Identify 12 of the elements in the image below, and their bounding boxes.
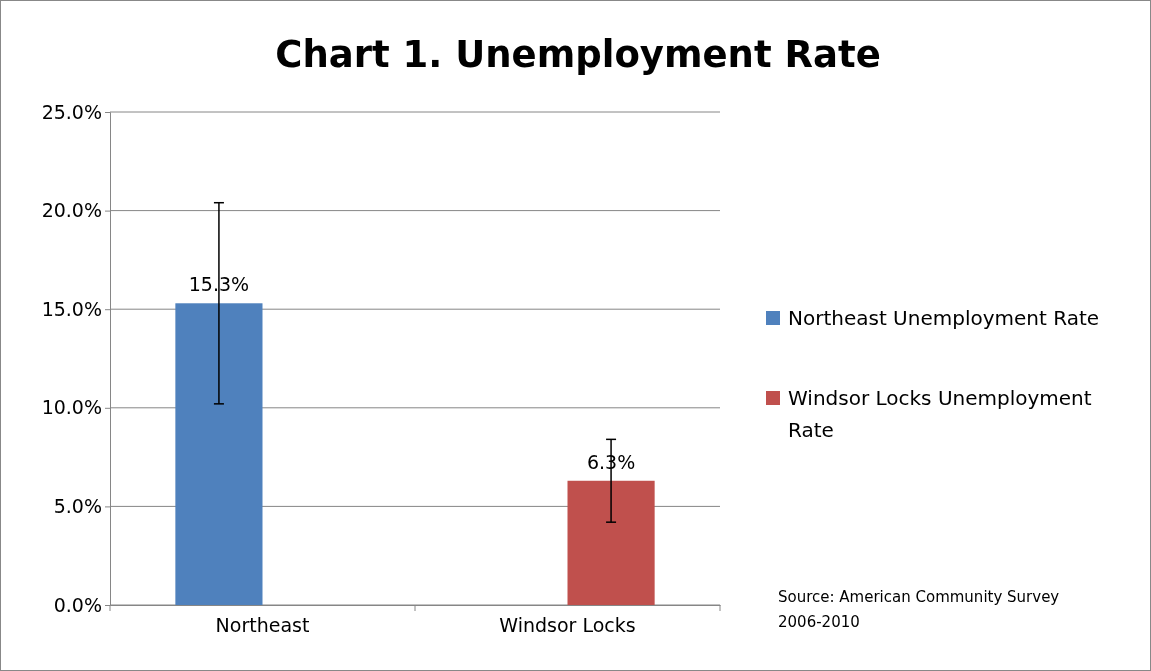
y-tick-label: 0.0% (53, 593, 102, 616)
x-tick-label: Windsor Locks (499, 614, 636, 637)
y-tick-label: 10.0% (41, 396, 102, 419)
y-tick-label: 15.0% (41, 297, 102, 320)
chart-title: Chart 1. Unemployment Rate (275, 33, 881, 76)
y-tick-label: 25.0% (41, 100, 102, 123)
legend-label: Northeast Unemployment Rate (788, 306, 1100, 330)
source-note: Source: American Community Survey 2006-2010 (778, 588, 1060, 631)
y-tick-label: 20.0% (41, 199, 102, 222)
y-tick-label: 5.0% (53, 494, 102, 517)
x-tick-label: Northeast (215, 614, 310, 637)
legend-label: Windsor Locks Unemployment Rate (788, 386, 1092, 442)
